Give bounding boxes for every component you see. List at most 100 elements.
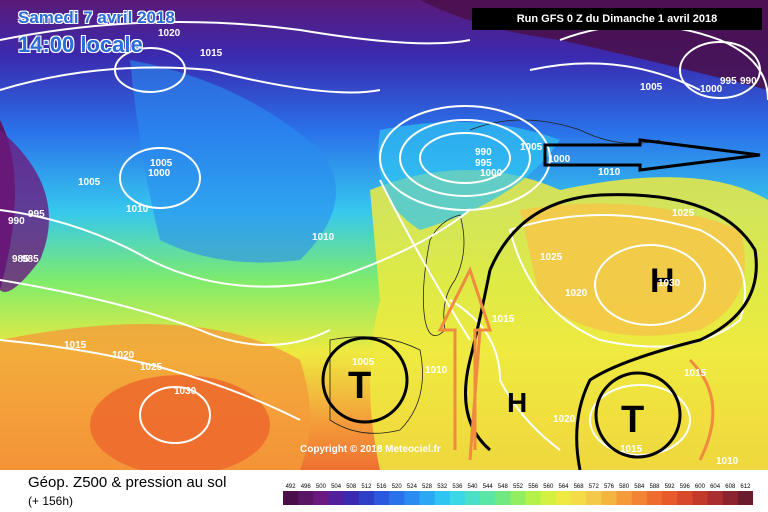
scale-swatch	[722, 491, 739, 505]
isobar-label: 985	[12, 254, 29, 265]
coastline-uk	[422, 214, 465, 337]
annotation-warm-advection-arrow	[437, 266, 493, 450]
scale-swatch	[510, 491, 527, 505]
isobar-label: 990	[475, 147, 492, 158]
scale-swatch	[343, 491, 360, 505]
scale-swatch	[404, 491, 420, 505]
scale-label: 552	[513, 484, 524, 490]
scale-label: 592	[665, 484, 676, 490]
scale-swatch	[555, 491, 572, 505]
scale-swatch	[419, 491, 436, 505]
isobar-label: 990	[740, 76, 757, 87]
scale-swatch	[374, 491, 390, 505]
annotation-jet-arrow	[543, 138, 761, 172]
scale-swatch	[692, 491, 709, 505]
scale-label: 528	[422, 484, 433, 490]
scale-swatch	[298, 491, 314, 505]
map-footer: Géop. Z500 & pression au sol (+ 156h) 49…	[0, 470, 768, 512]
scale-label: 604	[710, 484, 721, 490]
scale-label: 512	[361, 484, 372, 490]
scale-label: 596	[680, 484, 691, 490]
scale-swatch	[586, 491, 602, 505]
isobar-label: 1010	[312, 232, 335, 243]
scale-label: 508	[346, 484, 357, 490]
isobar-label: 985	[22, 254, 39, 265]
scale-swatch	[358, 491, 375, 505]
pressure-labels: 1020 1015 995 1005 1000 1010 990 985 100…	[8, 28, 757, 467]
isobar-label: 1020	[158, 28, 181, 39]
scale-label: 524	[407, 484, 418, 490]
isobar-label: 1000	[700, 84, 723, 95]
scale-swatch	[495, 491, 511, 505]
isobar-label: 1005	[640, 82, 663, 93]
scale-swatch	[737, 491, 753, 505]
isobar-label: 1005	[520, 142, 543, 153]
high-symbol-east: H	[650, 262, 675, 300]
scale-label: 500	[316, 484, 327, 490]
scale-swatch	[464, 491, 481, 505]
low-symbol-east: T	[621, 399, 644, 441]
scale-swatch	[434, 491, 451, 505]
scale-swatch	[525, 491, 542, 505]
isobar-label: 1025	[140, 362, 163, 373]
high-symbol-south: H	[507, 387, 527, 418]
scale-label: 556	[528, 484, 539, 490]
isobar-label: 1015	[492, 314, 515, 325]
scale-label: 504	[331, 484, 342, 490]
scale-label: 548	[498, 484, 509, 490]
scale-label: 496	[301, 484, 312, 490]
isobar-label: 1000	[148, 168, 171, 179]
isobar-label: 1010	[126, 204, 149, 215]
scale-label: 572	[589, 484, 600, 490]
forecast-date: Samedi 7 avril 2018	[18, 8, 175, 27]
scale-label: 600	[695, 484, 706, 490]
isobar-label: 995	[720, 76, 737, 87]
isobar-label: 1020	[565, 288, 588, 299]
scale-swatch	[313, 491, 329, 505]
isobar-label: 1010	[716, 456, 739, 467]
scale-swatch	[646, 491, 663, 505]
isobar-label: 1020	[112, 350, 135, 361]
product-title: Géop. Z500 & pression au sol	[28, 474, 227, 491]
forecast-time: 14:00 locale	[18, 32, 143, 57]
isobar-label: 1005	[352, 357, 375, 368]
isobar-label: 1005	[78, 177, 101, 188]
scale-label: 560	[543, 484, 554, 490]
scale-swatch	[449, 491, 466, 505]
isobar-label: 1010	[598, 167, 621, 178]
color-scale: 492 496 500 504 508 512 516 520 524 528 532 536 540 5…	[283, 484, 753, 505]
scale-swatch	[616, 491, 633, 505]
isobar-label: 1005	[150, 158, 173, 169]
isobar-label: 1000	[548, 154, 571, 165]
isobar-label: 1010	[425, 365, 448, 376]
scale-label: 540	[467, 484, 478, 490]
annotation-warm-advection-arrow-2	[468, 329, 482, 461]
low-circle-west	[321, 336, 409, 424]
isobar-label: 995	[475, 158, 492, 169]
scale-label: 532	[437, 484, 448, 490]
scale-label: 608	[725, 484, 736, 490]
isobar-label: 1015	[620, 444, 643, 455]
scale-label: 536	[452, 484, 463, 490]
isobar-label: 1015	[64, 340, 87, 351]
scale-label: 584	[634, 484, 645, 490]
scale-label: 520	[392, 484, 403, 490]
isobar-label: 1020	[553, 414, 576, 425]
scale-swatch	[631, 491, 648, 505]
scale-swatch	[283, 491, 299, 505]
isobar-label: 995	[28, 209, 45, 220]
scale-label: 568	[574, 484, 585, 490]
scale-swatch	[480, 491, 496, 505]
model-run-label: Run GFS 0 Z du Dimanche 1 avril 2018	[472, 8, 762, 30]
isobar-label: 1000	[480, 168, 503, 179]
scale-swatch	[571, 491, 587, 505]
scale-swatch	[328, 491, 345, 505]
lead-time: (+ 156h)	[28, 494, 74, 508]
isobar-label: 1025	[540, 252, 563, 263]
annotation-omega-line	[488, 193, 758, 470]
isobar-label: 1015	[684, 368, 707, 379]
low-circle-east	[594, 371, 682, 459]
scale-swatch	[662, 491, 678, 505]
coastline-scandinavia	[469, 119, 661, 144]
scale-label: 612	[740, 484, 751, 490]
